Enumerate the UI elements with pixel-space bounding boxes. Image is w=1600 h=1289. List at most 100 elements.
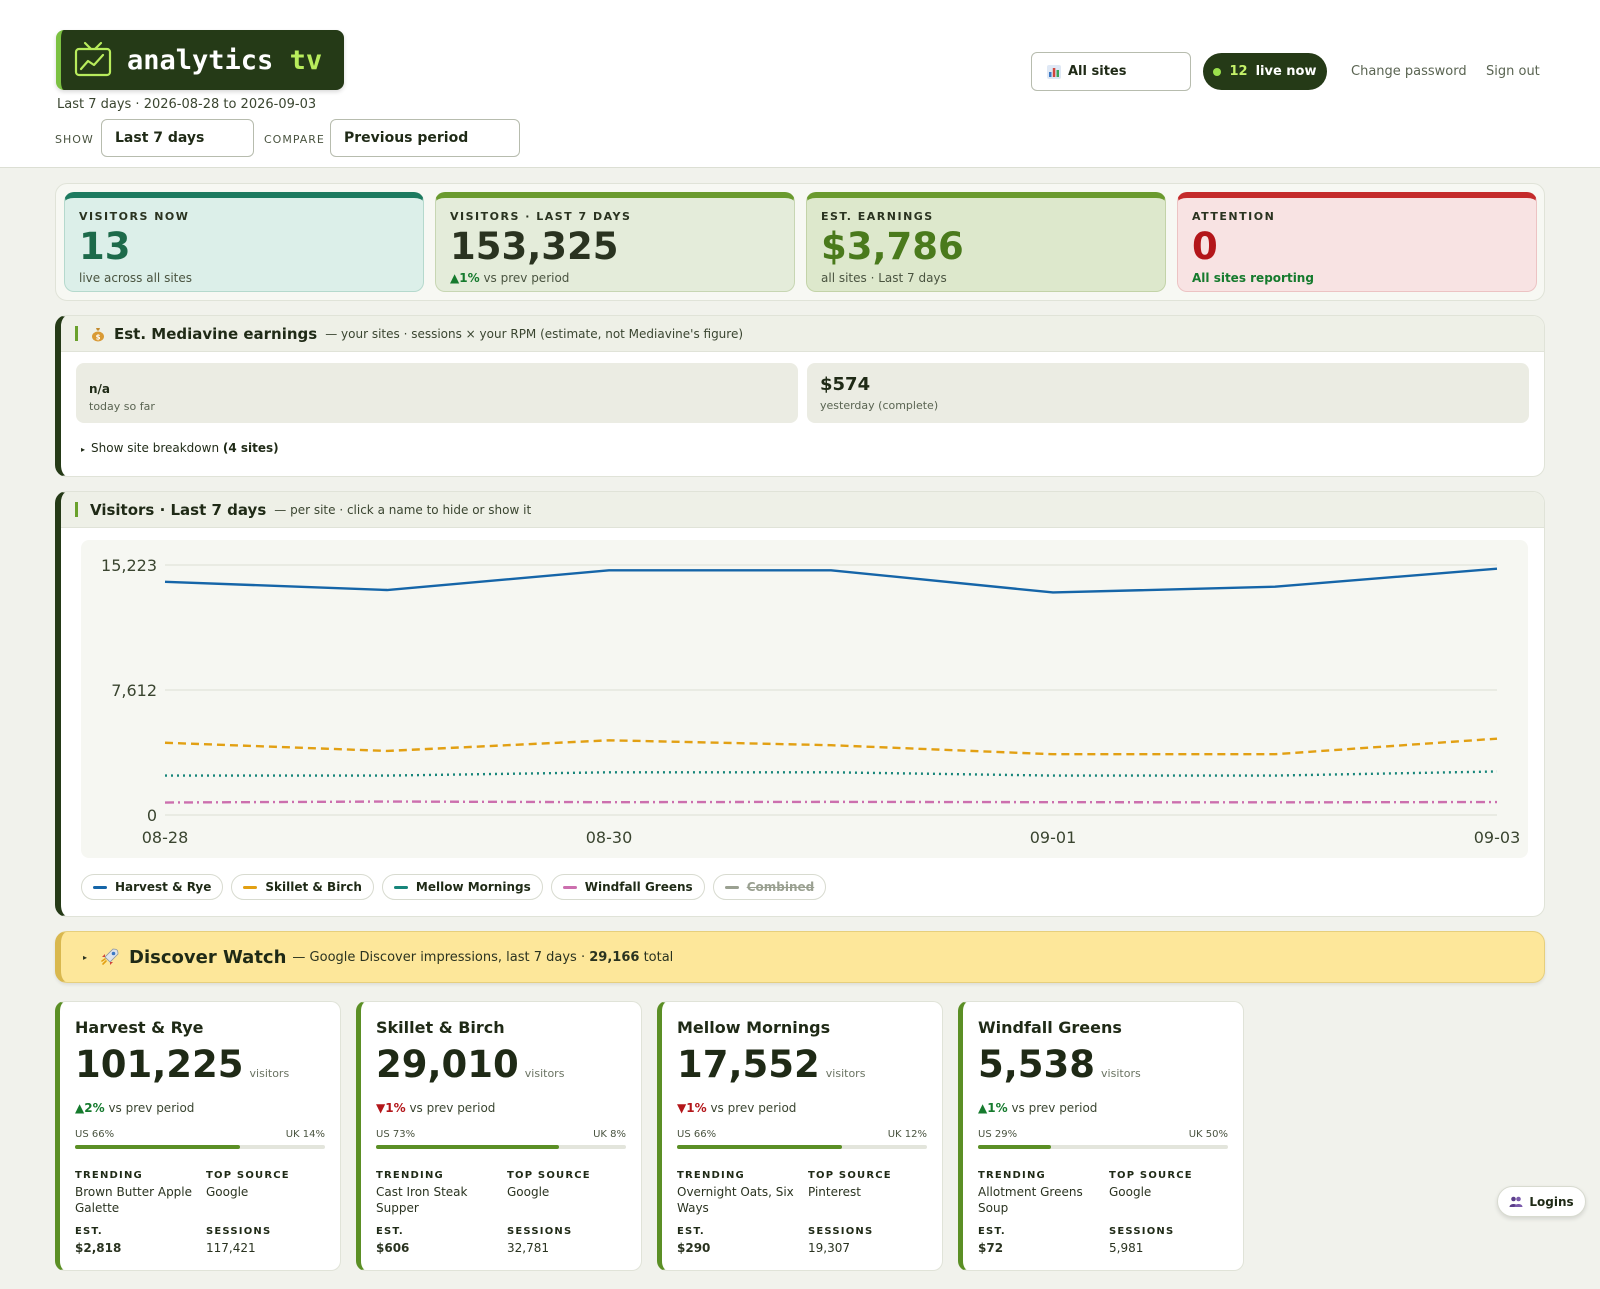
est-earnings: EST. $290 xyxy=(677,1226,711,1255)
site-visitors: 5,538 visitors xyxy=(978,1043,1141,1086)
legend-item[interactable]: Skillet & Birch xyxy=(231,874,374,900)
live-now-pill[interactable]: 12 live now xyxy=(1203,53,1327,90)
date-range: Last 7 days · 2026-08-28 to 2026-09-03 xyxy=(57,97,317,112)
site-visitors: 17,552 visitors xyxy=(677,1043,866,1086)
change-password-link[interactable]: Change password xyxy=(1351,64,1467,79)
legend-swatch xyxy=(562,885,577,889)
discover-text: — Google Discover impressions, last 7 da… xyxy=(292,949,586,965)
geo-bar-fill xyxy=(978,1145,1051,1149)
est-earnings: EST. $2,818 xyxy=(75,1226,122,1255)
sessions: SESSIONS 32,781 xyxy=(507,1226,573,1255)
series-line-mellow-mornings[interactable] xyxy=(165,770,1498,777)
legend-swatch xyxy=(393,885,408,889)
caret-right-icon: ▸ xyxy=(81,445,86,454)
site-card[interactable]: Skillet & Birch 29,010 visitors ▼1% vs prev… xyxy=(356,1001,642,1271)
stat-attention: ATTENTION 0 All sites reporting xyxy=(1177,192,1537,292)
stat-visitors-now: VISITORS NOW 13 live across all sites xyxy=(64,192,424,292)
site-card[interactable]: Harvest & Rye 101,225 visitors ▲2% vs prev … xyxy=(55,1001,341,1271)
trending: TRENDING Allotment Greens Soup xyxy=(978,1170,1083,1215)
caret-right-icon: ▸ xyxy=(83,952,88,962)
top-source: TOP SOURCE Google xyxy=(1109,1170,1193,1199)
top-source: TOP SOURCE Pinterest xyxy=(808,1170,892,1199)
discover-title: Discover Watch xyxy=(129,946,287,968)
earnings-panel-header: $ Est. Mediavine earnings — your sites ·… xyxy=(61,316,1544,352)
page-header: analytics tv Last 7 days · 2026-08-28 to… xyxy=(0,0,1600,168)
visitors-panel-header: Visitors · Last 7 days — per site · clic… xyxy=(61,492,1544,528)
earnings-yesterday: $574 yesterday (complete) xyxy=(807,363,1529,423)
compare-period-select[interactable]: Previous period xyxy=(330,119,520,157)
change-up: ▲1% xyxy=(450,271,480,285)
legend-item[interactable]: Mellow Mornings xyxy=(381,874,543,900)
show-label: SHOW xyxy=(55,133,94,146)
geo-split: US 66% UK 14% xyxy=(75,1129,325,1140)
legend-swatch xyxy=(93,885,107,889)
stat-est-earnings: EST. EARNINGS $3,786 all sites · Last 7 … xyxy=(806,192,1166,292)
sites-select[interactable]: All sites xyxy=(1031,52,1191,91)
app-logo[interactable]: analytics tv xyxy=(56,30,344,90)
discover-watch-bar[interactable]: ▸ Discover Watch — Google Discover impre… xyxy=(55,931,1545,983)
bar-chart-icon xyxy=(1047,64,1061,79)
sign-out-link[interactable]: Sign out xyxy=(1486,64,1540,79)
visitors-chart-area: 15,223 7,612 0 08-28 08-30 09-01 09-03 xyxy=(81,540,1528,858)
site-change: ▼1% vs prev period xyxy=(376,1101,496,1115)
site-name: Mellow Mornings xyxy=(677,1018,831,1037)
geo-bar xyxy=(75,1145,325,1149)
geo-bar xyxy=(677,1145,927,1149)
geo-bar xyxy=(978,1145,1228,1149)
stats-row: VISITORS NOW 13 live across all sites VI… xyxy=(55,183,1545,301)
site-name: Harvest & Rye xyxy=(75,1018,204,1037)
stat-value: 153,325 xyxy=(450,225,619,268)
x-tick-label: 09-03 xyxy=(1474,828,1521,847)
legend-item[interactable]: Windfall Greens xyxy=(550,874,705,900)
visitors-subtitle: — per site · click a name to hide or sho… xyxy=(274,502,532,517)
earnings-subtitle: — your sites · sessions × your RPM (esti… xyxy=(325,326,744,341)
est-earnings: EST. $606 xyxy=(376,1226,410,1255)
geo-bar-fill xyxy=(75,1145,240,1149)
legend-swatch xyxy=(243,885,258,889)
site-change: ▲1% vs prev period xyxy=(978,1101,1098,1115)
sessions: SESSIONS 117,421 xyxy=(206,1226,272,1255)
geo-split: US 66% UK 12% xyxy=(677,1129,927,1140)
site-visitors: 29,010 visitors xyxy=(376,1043,565,1086)
compare-label: COMPARE xyxy=(264,133,325,146)
stat-value: 0 xyxy=(1192,225,1218,268)
geo-bar-fill xyxy=(376,1145,559,1149)
live-dot-icon xyxy=(1213,67,1222,76)
rocket-icon xyxy=(101,948,119,965)
visitors-title: Visitors · Last 7 days xyxy=(90,500,267,519)
series-line-skillet-birch[interactable] xyxy=(164,737,1498,756)
logins-button[interactable]: Logins xyxy=(1497,1186,1586,1217)
top-source: TOP SOURCE Google xyxy=(206,1170,290,1199)
site-card[interactable]: Windfall Greens 5,538 visitors ▲1% vs prev … xyxy=(958,1001,1244,1271)
earnings-title: Est. Mediavine earnings xyxy=(114,324,318,343)
trending: TRENDING Cast Iron Steak Supper xyxy=(376,1170,468,1215)
tv-chart-icon xyxy=(74,41,112,77)
x-tick-label: 08-28 xyxy=(142,828,189,847)
sessions: SESSIONS 5,981 xyxy=(1109,1226,1175,1255)
site-visitors: 101,225 visitors xyxy=(75,1043,290,1086)
series-line-windfall-greens[interactable] xyxy=(164,800,1498,804)
users-icon xyxy=(1509,1196,1523,1207)
x-tick-label: 09-01 xyxy=(1030,828,1077,847)
legend-item[interactable]: Combined xyxy=(712,874,827,900)
stat-value: 13 xyxy=(79,225,131,268)
site-change: ▼1% vs prev period xyxy=(677,1101,797,1115)
top-source: TOP SOURCE Google xyxy=(507,1170,591,1199)
series-line-harvest-rye[interactable] xyxy=(164,567,1498,594)
earnings-today: n/a today so far xyxy=(76,363,798,423)
est-earnings: EST. $72 xyxy=(978,1226,1006,1255)
show-period-select[interactable]: Last 7 days xyxy=(101,119,254,157)
site-breakdown-toggle[interactable]: ▸ Show site breakdown (4 sites) xyxy=(81,441,279,455)
site-card[interactable]: Mellow Mornings 17,552 visitors ▼1% vs prev… xyxy=(657,1001,943,1271)
live-label: live now xyxy=(1255,64,1317,79)
y-tick-label: 0 xyxy=(147,806,157,825)
trending: TRENDING Overnight Oats, Six Ways xyxy=(677,1170,794,1215)
live-count: 12 xyxy=(1229,64,1248,79)
visitors-panel: Visitors · Last 7 days — per site · clic… xyxy=(55,491,1545,917)
visitors-line-chart: 15,223 7,612 0 08-28 08-30 09-01 09-03 xyxy=(101,556,1521,847)
legend-swatch xyxy=(724,885,739,889)
discover-total: 29,166 xyxy=(589,949,640,965)
earnings-panel: $ Est. Mediavine earnings — your sites ·… xyxy=(55,315,1545,477)
legend-item[interactable]: Harvest & Rye xyxy=(81,874,224,900)
geo-split: US 29% UK 50% xyxy=(978,1129,1228,1140)
